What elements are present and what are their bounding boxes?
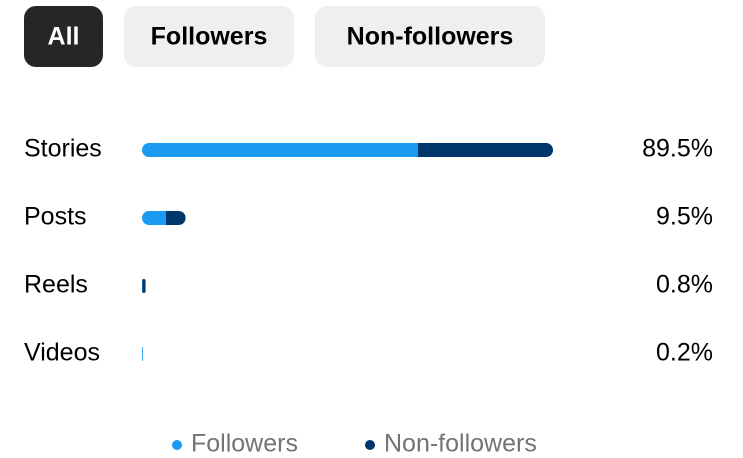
bar-segment xyxy=(165,211,186,225)
total-label: 89.5% xyxy=(642,135,713,163)
legend-label: Non-followers xyxy=(384,430,537,458)
bar-group xyxy=(142,143,553,157)
tab[interactable]: Non-followers xyxy=(315,6,545,67)
bar-segment xyxy=(142,279,146,293)
bar-segment xyxy=(142,211,166,225)
tab-background[interactable] xyxy=(315,6,545,67)
tab[interactable]: Followers xyxy=(124,6,294,67)
legend-dot xyxy=(365,440,375,450)
bar-group xyxy=(142,211,186,225)
legend-dot xyxy=(172,440,182,450)
bar-segment xyxy=(142,143,418,157)
bar-segment xyxy=(417,143,553,157)
category-label: Posts xyxy=(24,203,87,231)
tab-label[interactable]: Non-followers xyxy=(347,23,514,51)
tab-label[interactable]: Followers xyxy=(151,23,268,51)
tab-background[interactable] xyxy=(124,6,294,67)
tab[interactable]: All xyxy=(24,6,103,67)
legend-label: Followers xyxy=(191,430,298,458)
total-label: 9.5% xyxy=(656,203,713,231)
total-label: 0.2% xyxy=(656,339,713,367)
bar-segment xyxy=(142,347,143,361)
tab-background[interactable] xyxy=(24,6,103,67)
tab-label[interactable]: All xyxy=(48,23,80,51)
category-label: Reels xyxy=(24,271,88,299)
total-label: 0.8% xyxy=(656,271,713,299)
bar-group xyxy=(142,347,143,361)
bar-group xyxy=(142,279,146,293)
category-label: Stories xyxy=(24,135,102,163)
category-label: Videos xyxy=(24,339,100,367)
